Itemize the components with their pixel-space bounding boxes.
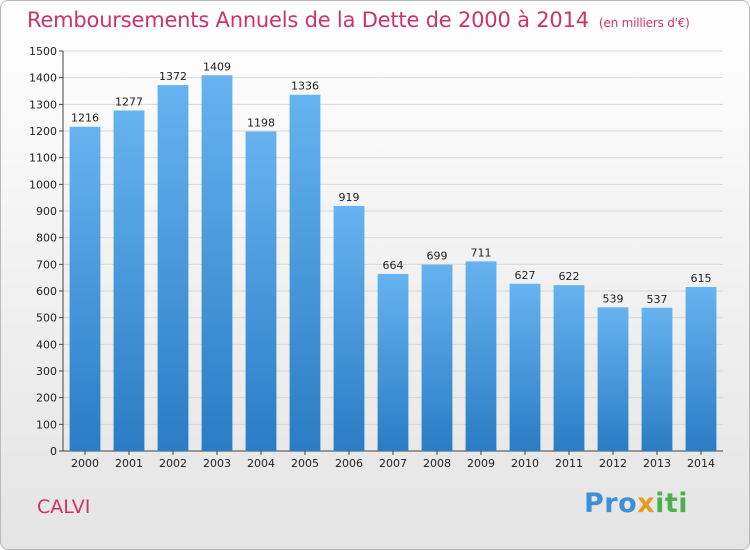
labels: 0 100 200 300 400 500 600 700 800 900 1000 1100 1200… [29,45,715,470]
chart-title: Remboursements Annuels de la Dette de 20… [27,8,690,32]
bar-2006 [333,205,365,451]
bar-2005 [289,94,321,451]
x-tick-label: 2006 [335,457,363,470]
bar-value-label: 615 [691,272,712,285]
x-tick-label: 2007 [379,457,407,470]
x-tick-label: 2001 [115,457,143,470]
x-tick-label: 2011 [555,457,583,470]
x-tick-label: 2012 [599,457,627,470]
logo-part-3: iti [655,488,688,519]
chart-title-text: Remboursements Annuels de la Dette de 20… [27,8,589,32]
bar-value-label: 627 [515,269,536,282]
logo-part-1: Pro [584,488,638,519]
bars [69,75,717,452]
bar-2010 [509,283,541,451]
y-tick-label: 700 [36,258,57,271]
y-tick-label: 400 [36,338,57,351]
bar-value-label: 664 [383,259,404,272]
bar-2008 [421,264,453,451]
bar-value-label: 537 [647,293,668,306]
bar-value-label: 1336 [291,80,319,93]
bar-value-label: 539 [603,292,624,305]
x-tick-label: 2000 [71,457,99,470]
x-tick-label: 2002 [159,457,187,470]
y-tick-label: 1400 [29,72,57,85]
bar-2004 [245,131,277,452]
x-tick-label: 2003 [203,457,231,470]
y-tick-label: 1500 [29,45,57,58]
x-tick-label: 2004 [247,457,275,470]
x-tick-label: 2013 [643,457,671,470]
bar-2001 [113,110,145,451]
x-tick-label: 2010 [511,457,539,470]
y-tick-label: 1100 [29,152,57,165]
bar-value-label: 1198 [247,117,275,130]
y-tick-label: 800 [36,232,57,245]
city-name: CALVI [37,496,91,518]
y-tick-label: 500 [36,312,57,325]
y-tick-label: 100 [36,418,57,431]
y-tick-label: 1200 [29,125,57,138]
bar-2012 [597,307,629,451]
y-tick-label: 900 [36,205,57,218]
x-tick-label: 2014 [687,457,715,470]
x-tick-label: 2009 [467,457,495,470]
bar-value-label: 699 [427,250,448,263]
bar-value-label: 622 [559,270,580,283]
bar-2014 [685,287,717,451]
bar-2002 [157,85,189,451]
y-tick-label: 1300 [29,98,57,111]
bar-value-label: 1277 [115,95,143,108]
x-tick-label: 2005 [291,457,319,470]
chart-unit: (en milliers d'€) [598,16,690,30]
bar-value-label: 711 [471,246,492,259]
bar-value-label: 1216 [71,112,99,125]
bar-2000 [69,126,101,451]
y-tick-label: 300 [36,365,57,378]
y-tick-label: 200 [36,392,57,405]
x-tick-label: 2008 [423,457,451,470]
logo-part-2: x [637,488,656,519]
y-tick-label: 1000 [29,178,57,191]
bar-2011 [553,285,585,451]
y-tick-label: 0 [50,445,57,458]
bar-2007 [377,273,409,451]
bar-2013 [641,307,673,451]
bar-value-label: 919 [339,191,360,204]
bar-value-label: 1409 [203,60,231,73]
y-tick-label: 600 [36,285,57,298]
bar-2003 [201,75,233,452]
proxiti-logo[interactable]: Proxiti [584,488,688,519]
bar-value-label: 1372 [159,70,187,83]
bar-2009 [465,261,497,451]
